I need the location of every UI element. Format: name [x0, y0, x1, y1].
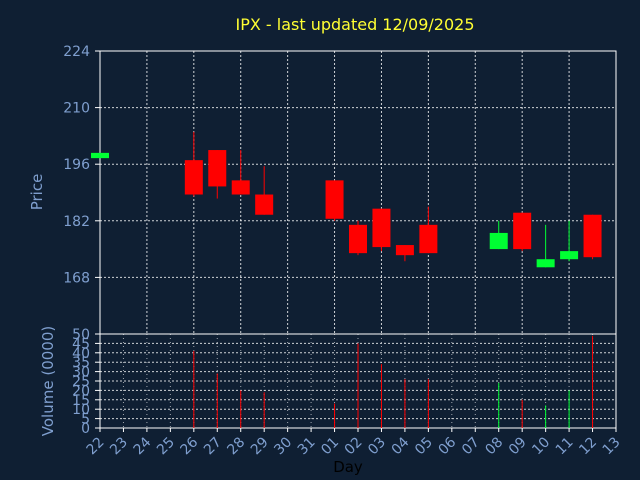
- volume-tick-label: 45: [72, 336, 90, 352]
- chart-title: IPX - last updated 12/09/2025: [235, 15, 474, 34]
- volume-tick-label: 40: [72, 346, 90, 362]
- candle-body: [231, 180, 250, 195]
- price-tick-label: 224: [63, 44, 90, 60]
- candle-body: [513, 212, 532, 250]
- candle-body: [349, 224, 367, 254]
- candle-body: [91, 152, 109, 159]
- candle-body: [255, 194, 274, 215]
- volume-tick-label: 20: [72, 383, 90, 399]
- candle-body: [560, 251, 579, 260]
- candle-body: [325, 180, 344, 219]
- volume-tick-label: 25: [72, 374, 90, 390]
- volume-tick-label: 0: [81, 421, 90, 437]
- price-tick-label: 168: [63, 270, 90, 286]
- volume-tick-label: 15: [72, 393, 90, 409]
- candle-body: [419, 224, 438, 254]
- candle-body: [489, 232, 508, 250]
- candle-body: [372, 208, 391, 248]
- volume-tick-label: 30: [72, 365, 90, 381]
- price-tick-label: 210: [63, 101, 90, 117]
- volume-tick-label: 5: [81, 412, 90, 428]
- candle-body: [583, 214, 602, 258]
- volume-tick-label: 10: [72, 402, 90, 418]
- price-tick-label: 182: [63, 214, 90, 230]
- x-axis-label: Day: [333, 458, 363, 476]
- candle-body: [208, 150, 227, 187]
- price-tick-label: 196: [63, 157, 90, 173]
- volume-bars: [193, 335, 594, 428]
- volume-axis-label: Volume (0000): [39, 326, 57, 436]
- volume-tick-label: 35: [72, 355, 90, 371]
- volume-tick-label: 50: [72, 327, 90, 343]
- price-axis: 224 210 196 182 168: [63, 44, 100, 286]
- candle-body: [184, 160, 203, 195]
- candle-body: [395, 245, 414, 256]
- candles: [91, 131, 602, 268]
- price-axis-label: Price: [28, 174, 46, 211]
- candle-body: [536, 259, 555, 268]
